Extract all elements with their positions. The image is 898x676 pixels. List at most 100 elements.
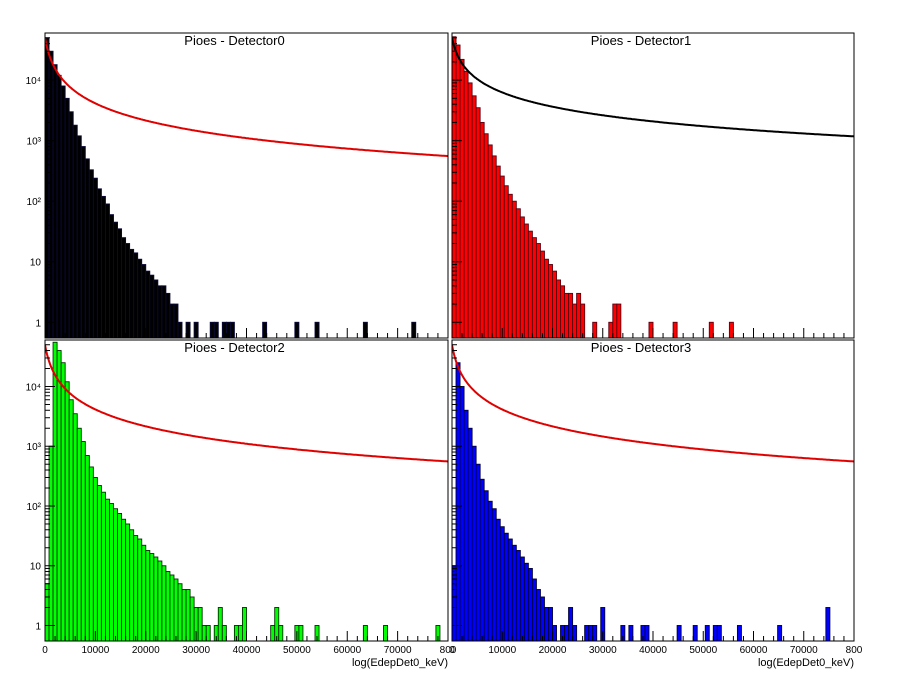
histogram-bar [463,409,469,641]
histogram-bar [704,625,710,641]
histogram-bar [161,565,167,641]
histogram-bar [511,200,517,338]
histogram-bar [362,625,368,641]
histogram-bar [519,216,525,338]
histogram-bar [165,571,171,641]
histogram-bar [531,578,537,641]
histogram-bar [92,477,98,641]
histogram-bar [479,478,485,641]
histogram-bar [84,455,90,641]
histogram-bar [137,258,143,338]
panel-title: Pioes - Detector3 [591,340,691,355]
histogram-bar [676,625,682,641]
histogram-bar [165,292,171,338]
fit-curve [452,344,854,463]
histogram-bar [76,427,82,641]
histogram-bar [712,625,718,641]
fit-curve [45,344,448,463]
histogram-bar [616,303,622,338]
histogram-bar [262,321,268,338]
histogram-bar [113,221,118,338]
histogram-bar [471,445,477,641]
histogram-bar [507,193,513,338]
x-tick-label: 60000 [333,645,361,656]
histogram-bar [173,303,179,338]
histogram-bar [548,264,553,338]
histogram-bar [487,500,493,641]
histogram-bar [225,321,231,338]
y-tick-label: 10³ [27,442,42,453]
histogram-bar [68,111,74,338]
histogram-bar [523,223,529,338]
x-tick-label: 20000 [132,645,160,656]
histogram-bar [189,596,195,641]
y-tick-label: 10 [30,562,42,573]
x-tick-label: 40000 [639,645,667,656]
x-tick-label: 40000 [233,645,261,656]
histogram-bar [503,185,509,338]
histogram-bar [608,321,614,338]
histogram-bar [487,144,493,338]
histogram-bar [588,625,594,641]
histogram-bar [499,175,505,338]
histogram-bar [600,607,606,641]
histogram-bar [519,556,525,641]
panel-detector3: 0 10000 20000 30000 40000 50000 60000 70000 800 P… [449,339,863,669]
histogram-bar [185,321,191,338]
histogram-bar [495,518,501,641]
histogram-bar [177,321,183,338]
histogram-bar [92,177,98,338]
histogram-bar [161,285,167,338]
histogram-bar [145,550,151,641]
x-tick-label: 50000 [283,645,311,656]
histogram-bar [129,248,135,338]
y-axis-ticks [452,32,462,323]
histogram-bar [777,625,783,641]
histogram-bar [455,44,461,338]
x-tick-label: 70000 [790,645,818,656]
histogram-bar [527,230,533,338]
histogram-bar [209,321,215,338]
panel-detector1: Pioes - Detector1 [451,32,855,339]
histogram-bar [539,250,545,338]
histogram-bar [560,285,566,338]
histogram-bar [479,121,485,338]
histogram-bar [169,303,175,338]
histogram-bar [515,550,521,641]
histogram-bar [278,625,284,641]
histogram-bar [672,321,678,338]
histogram-bar [708,321,714,338]
x-tick-label: 60000 [740,645,768,656]
panel-title: Pioes - Detector1 [591,33,691,48]
y-tick-label: 10³ [27,137,42,148]
histogram-bar [564,625,570,641]
histogram-bar [592,321,598,338]
histogram-bar [825,607,831,641]
y-tick-label: 10⁴ [26,382,41,393]
x-axis-label: log(EdepDet0_keV) [758,657,854,669]
y-tick-label: 10 [30,258,42,269]
histogram-bar [125,523,131,641]
histogram-bar [572,303,578,338]
histogram-bar [298,625,304,641]
histogram-bar [452,565,457,641]
histogram-bar [96,188,102,338]
histogram-bar [197,607,203,641]
fit-curve [45,37,448,158]
histogram-bar [728,321,734,338]
histogram-bar [104,498,110,641]
histogram-bar [556,279,561,338]
histogram-bar [104,203,110,338]
histogram-bar [237,625,243,641]
histogram-bar [100,491,106,641]
histogram-bar [141,264,147,338]
histogram-bar [185,589,191,641]
histogram-bar [145,270,151,338]
histogram-bar [88,169,94,338]
x-tick-label: 10000 [488,645,516,656]
histogram-bar [452,36,457,338]
histogram-bar [201,625,207,641]
x-tick-label: 30000 [589,645,617,656]
y-tick-label: 10² [27,197,42,208]
